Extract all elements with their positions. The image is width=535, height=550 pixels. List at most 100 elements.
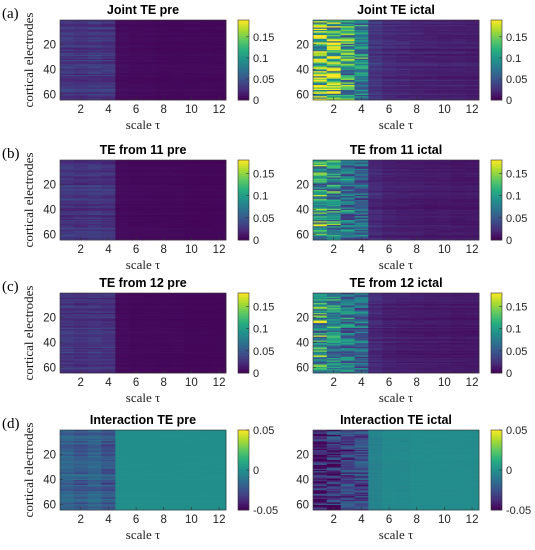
heatmap-cell	[184, 211, 199, 213]
heatmap-cell	[101, 195, 116, 197]
heatmap-cell	[451, 341, 466, 344]
heatmap-cell	[423, 343, 438, 345]
heatmap-cell	[73, 167, 89, 170]
heatmap-cell	[326, 62, 342, 65]
heatmap-cell	[396, 50, 411, 52]
heatmap-cell	[396, 60, 411, 62]
heatmap-cell	[396, 182, 411, 185]
heatmap-cell	[340, 172, 355, 175]
heatmap-cell	[437, 195, 452, 197]
heatmap-cell	[156, 67, 172, 70]
heatmap-cell	[354, 25, 369, 27]
heatmap-cell	[73, 187, 89, 190]
heatmap-cell	[60, 343, 75, 345]
heatmap-cell	[156, 85, 172, 87]
heatmap-cell	[340, 310, 355, 313]
heatmap-cell	[87, 228, 102, 231]
heatmap-cell	[101, 206, 116, 208]
heatmap-cell	[87, 205, 102, 207]
heatmap-cell	[170, 340, 185, 343]
heatmap-cell	[156, 51, 172, 53]
heatmap-cell	[198, 226, 213, 228]
heatmap-cell	[437, 175, 452, 177]
heatmap-cell	[212, 217, 227, 220]
heatmap-cell	[115, 321, 130, 324]
heatmap-cell	[87, 336, 102, 339]
heatmap-cell	[423, 171, 438, 173]
heatmap-cell	[313, 178, 328, 181]
heatmap-cell	[396, 231, 411, 233]
heatmap-cell	[382, 61, 397, 63]
heatmap-cell	[340, 318, 355, 320]
heatmap-cell	[87, 225, 102, 227]
heatmap-cell	[409, 71, 425, 73]
heatmap-cell	[382, 294, 397, 296]
heatmap-cell	[101, 168, 116, 171]
heatmap-cell	[423, 306, 438, 309]
heatmap-cell	[465, 304, 480, 306]
heatmap-cell	[60, 321, 75, 324]
heatmap-cell	[87, 176, 102, 178]
heatmap-cell	[87, 233, 102, 236]
heatmap-cell	[156, 61, 172, 63]
heatmap-cell	[368, 328, 383, 330]
heatmap-cell	[368, 60, 383, 62]
heatmap-cell	[87, 172, 102, 175]
heatmap-cell	[340, 191, 355, 193]
heatmap-cell	[423, 344, 438, 346]
heatmap-cell	[396, 42, 411, 45]
heatmap-cell	[87, 213, 102, 216]
heatmap-cell	[101, 359, 116, 361]
heatmap-cell	[156, 293, 172, 295]
colorbar-swatch	[238, 168, 249, 171]
heatmap-cell	[340, 321, 355, 324]
heatmap-cell	[143, 87, 158, 90]
heatmap-cell	[87, 304, 102, 306]
heatmap-cell	[354, 211, 369, 213]
heatmap-cell	[129, 188, 144, 191]
heatmap-cell	[73, 33, 89, 36]
heatmap-cell	[326, 185, 342, 187]
heatmap-cell	[423, 363, 438, 365]
heatmap-cell	[465, 350, 480, 353]
heatmap-cell	[354, 162, 369, 165]
heatmap-cell	[354, 221, 369, 223]
heatmap-cell	[326, 361, 342, 364]
colorbar-swatch	[238, 220, 249, 223]
heatmap-cell	[129, 203, 144, 206]
heatmap-cell	[340, 349, 355, 351]
heatmap-cell	[156, 202, 172, 205]
heatmap-cell	[396, 310, 411, 313]
heatmap-cell	[354, 353, 369, 355]
heatmap-cell	[143, 191, 158, 193]
heatmap-cell	[170, 359, 185, 361]
heatmap-cell	[87, 325, 102, 328]
heatmap-cell	[73, 88, 89, 91]
colorbar-swatch	[238, 32, 249, 35]
heatmap-cell	[115, 47, 130, 50]
heatmap-cell	[451, 72, 466, 75]
heatmap-cell	[368, 51, 383, 53]
heatmap-cell	[368, 23, 383, 26]
heatmap-cell	[409, 361, 425, 364]
heatmap-cell	[156, 193, 172, 196]
heatmap-cell	[198, 25, 213, 27]
heatmap-cell	[60, 41, 75, 43]
heatmap-cell	[73, 321, 89, 324]
heatmap-cell	[465, 323, 480, 325]
heatmap-cell	[156, 366, 172, 369]
heatmap-cell	[382, 207, 397, 210]
heatmap-cell	[340, 167, 355, 170]
heatmap-cell	[423, 298, 438, 300]
heatmap-cell	[409, 346, 425, 349]
heatmap-cell	[313, 83, 328, 86]
heatmap-cell	[368, 235, 383, 237]
heatmap-cell	[156, 191, 172, 193]
heatmap-cell	[73, 202, 89, 205]
heatmap-cell	[465, 353, 480, 355]
heatmap-cell	[156, 25, 172, 27]
heatmap-cell	[313, 222, 328, 225]
heatmap-cell	[212, 83, 227, 86]
heatmap-cell	[60, 210, 75, 212]
heatmap-cell	[87, 320, 102, 323]
